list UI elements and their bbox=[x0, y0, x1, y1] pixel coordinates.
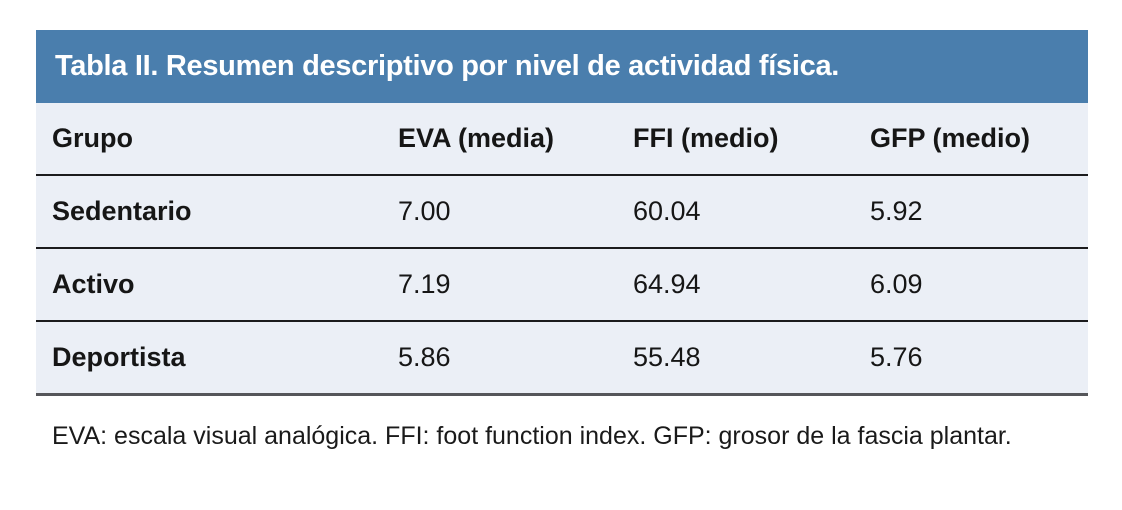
cell-activo-ffi: 64.94 bbox=[633, 269, 701, 299]
column-header-grupo: Grupo bbox=[52, 123, 133, 153]
table-footnote: EVA: escala visual analógica. FFI: foot … bbox=[36, 396, 1037, 455]
cell-activo-gfp: 6.09 bbox=[870, 269, 923, 299]
cell-deportista-ffi: 55.48 bbox=[633, 342, 701, 372]
column-header-eva: EVA (media) bbox=[398, 123, 555, 153]
cell-sedentario-ffi: 60.04 bbox=[633, 196, 701, 226]
column-header-ffi: FFI (medio) bbox=[633, 123, 779, 153]
table-header-row: Grupo EVA (media) FFI (medio) GFP (medio… bbox=[36, 103, 1088, 174]
table-body: Grupo EVA (media) FFI (medio) GFP (medio… bbox=[36, 103, 1088, 396]
table-row-sedentario: Sedentario 7.00 60.04 5.92 bbox=[36, 174, 1088, 247]
table-title-bar: Tabla II. Resumen descriptivo por nivel … bbox=[36, 30, 1088, 103]
column-header-gfp: GFP (medio) bbox=[870, 123, 1031, 153]
row-label-deportista: Deportista bbox=[52, 342, 186, 372]
cell-activo-eva: 7.19 bbox=[398, 269, 451, 299]
cell-sedentario-gfp: 5.92 bbox=[870, 196, 923, 226]
cell-sedentario-eva: 7.00 bbox=[398, 196, 451, 226]
table-card: Tabla II. Resumen descriptivo por nivel … bbox=[36, 30, 1088, 455]
table-title: Tabla II. Resumen descriptivo por nivel … bbox=[55, 50, 840, 82]
table-row-activo: Activo 7.19 64.94 6.09 bbox=[36, 247, 1088, 320]
cell-deportista-eva: 5.86 bbox=[398, 342, 451, 372]
cell-deportista-gfp: 5.76 bbox=[870, 342, 923, 372]
row-label-activo: Activo bbox=[52, 269, 135, 299]
row-label-sedentario: Sedentario bbox=[52, 196, 192, 226]
table-row-deportista: Deportista 5.86 55.48 5.76 bbox=[36, 320, 1088, 393]
